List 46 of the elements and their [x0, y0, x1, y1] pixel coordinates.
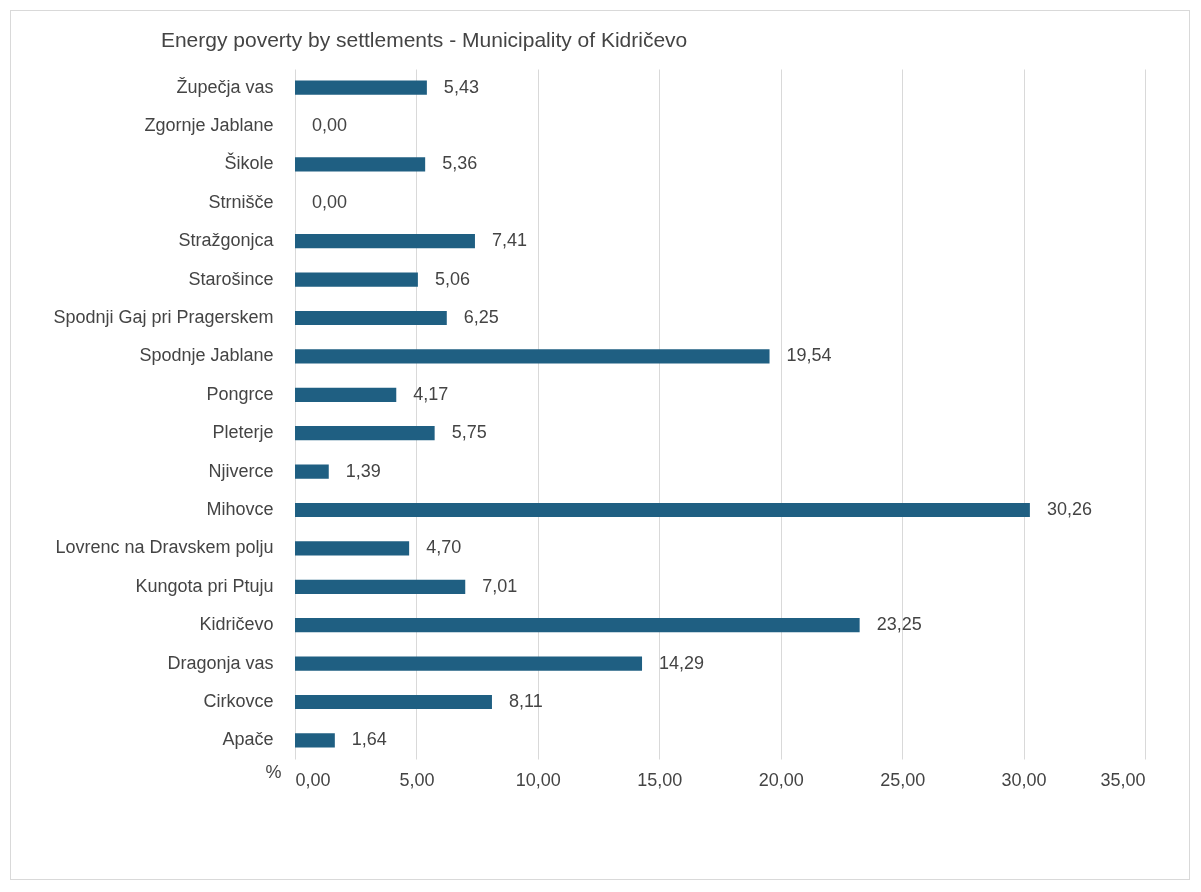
data-label: 14,29 — [659, 652, 705, 673]
x-tick-label: 15,00 — [637, 769, 683, 790]
data-label: 23,25 — [876, 614, 922, 635]
chart-title: Energy poverty by settlements - Municipality of Kidričevo — [160, 28, 688, 51]
data-label: 7,01 — [482, 575, 518, 596]
data-label: 5,43 — [443, 76, 479, 97]
x-tick-label: 0,00 — [295, 769, 331, 790]
y-tick-label: Apače — [222, 729, 274, 750]
x-tick-label: 25,00 — [880, 769, 926, 790]
y-tick-label: Dragonja vas — [167, 652, 274, 673]
data-label: 7,41 — [491, 230, 527, 251]
y-tick-label: Cirkovce — [203, 690, 274, 711]
y-tick-label: Šikole — [224, 152, 274, 174]
data-label: 5,06 — [434, 268, 470, 289]
y-tick-label: Stražgonjca — [178, 230, 275, 251]
x-axis-title: % — [265, 761, 282, 782]
x-tick-label: 20,00 — [758, 769, 804, 790]
y-tick-label: Njiverce — [208, 460, 274, 481]
y-tick-label: Kidričevo — [199, 614, 274, 635]
data-label: 19,54 — [786, 345, 832, 366]
data-label: 30,26 — [1046, 498, 1092, 519]
y-tick-label: Župečja vas — [176, 76, 274, 97]
data-label: 1,64 — [351, 729, 387, 750]
x-tick-label: 5,00 — [399, 769, 435, 790]
x-tick-label: 10,00 — [515, 769, 561, 790]
x-tick-label: 30,00 — [1001, 769, 1047, 790]
data-label: 4,70 — [426, 537, 462, 558]
y-tick-label: Strnišče — [208, 191, 274, 212]
y-tick-label: Mihovce — [206, 498, 274, 519]
data-label: 6,25 — [463, 307, 499, 328]
y-tick-label: Pongrce — [206, 383, 274, 404]
data-label: 1,39 — [345, 460, 381, 481]
data-label: 0,00 — [312, 191, 348, 212]
y-tick-label: Lovrenc na Dravskem polju — [55, 537, 274, 558]
data-label: 4,17 — [413, 383, 449, 404]
y-tick-label: Spodnji Gaj pri Pragerskem — [53, 307, 274, 328]
data-label: 0,00 — [312, 115, 348, 136]
y-tick-label: Starošince — [188, 268, 274, 289]
y-tick-label: Zgornje Jablane — [144, 115, 274, 136]
data-label: 5,36 — [442, 153, 478, 174]
y-tick-label: Spodnje Jablane — [139, 345, 274, 366]
y-tick-label: Kungota pri Ptuju — [135, 575, 274, 596]
x-tick-label: 35,00 — [1100, 769, 1146, 790]
data-label: 8,11 — [508, 690, 543, 711]
y-tick-label: Pleterje — [212, 422, 274, 443]
data-label: 5,75 — [451, 422, 487, 443]
